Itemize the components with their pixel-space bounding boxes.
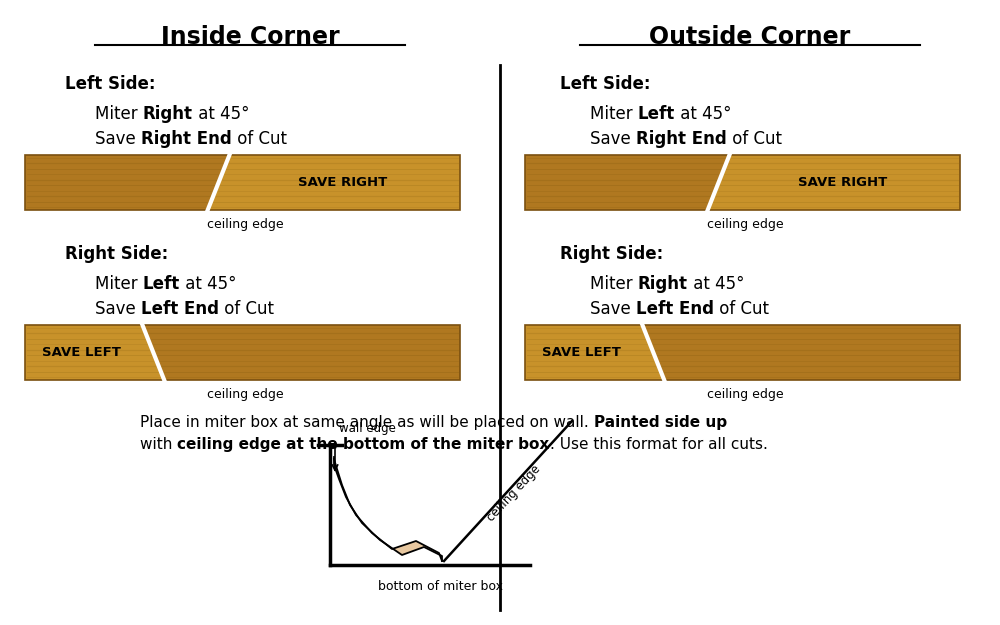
Text: Miter: Miter bbox=[95, 275, 143, 293]
Polygon shape bbox=[525, 155, 729, 210]
Text: SAVE RIGHT: SAVE RIGHT bbox=[798, 176, 887, 189]
Text: ceiling edge: ceiling edge bbox=[207, 218, 283, 231]
Text: Miter: Miter bbox=[590, 275, 638, 293]
Text: at 45°: at 45° bbox=[180, 275, 237, 293]
Polygon shape bbox=[25, 325, 164, 380]
Text: Miter: Miter bbox=[590, 105, 638, 123]
Text: Save: Save bbox=[590, 300, 636, 318]
Text: Painted side up: Painted side up bbox=[594, 415, 727, 430]
Text: Left: Left bbox=[638, 105, 675, 123]
Text: Inside Corner: Inside Corner bbox=[161, 25, 339, 49]
Text: bottom of miter box: bottom of miter box bbox=[378, 580, 503, 593]
Text: wall edge: wall edge bbox=[339, 422, 396, 435]
Text: . Use this format for all cuts.: . Use this format for all cuts. bbox=[550, 437, 767, 452]
Text: at 45°: at 45° bbox=[193, 105, 249, 123]
Text: SAVE RIGHT: SAVE RIGHT bbox=[298, 176, 387, 189]
Text: Right End: Right End bbox=[141, 130, 232, 148]
Text: Save: Save bbox=[95, 130, 141, 148]
Text: of Cut: of Cut bbox=[727, 130, 782, 148]
Text: Right: Right bbox=[638, 275, 688, 293]
Text: Miter: Miter bbox=[95, 105, 143, 123]
Text: SAVE LEFT: SAVE LEFT bbox=[42, 346, 121, 359]
Polygon shape bbox=[25, 155, 229, 210]
Text: of Cut: of Cut bbox=[232, 130, 287, 148]
Text: Place in miter box at same angle as will be placed on wall.: Place in miter box at same angle as will… bbox=[140, 415, 594, 430]
Text: Right Side:: Right Side: bbox=[560, 245, 663, 263]
Text: with: with bbox=[140, 437, 177, 452]
Text: Right: Right bbox=[143, 105, 193, 123]
Text: ceiling edge: ceiling edge bbox=[707, 218, 783, 231]
Text: Right Side:: Right Side: bbox=[65, 245, 168, 263]
Text: Left End: Left End bbox=[636, 300, 714, 318]
Text: Left End: Left End bbox=[141, 300, 219, 318]
Text: ceiling edge at the bottom of the miter box: ceiling edge at the bottom of the miter … bbox=[177, 437, 550, 452]
Text: of Cut: of Cut bbox=[714, 300, 769, 318]
Text: of Cut: of Cut bbox=[219, 300, 274, 318]
Text: Save: Save bbox=[590, 130, 636, 148]
Text: Right End: Right End bbox=[636, 130, 727, 148]
Polygon shape bbox=[334, 457, 442, 561]
Polygon shape bbox=[642, 325, 960, 380]
Polygon shape bbox=[208, 155, 460, 210]
Text: at 45°: at 45° bbox=[688, 275, 744, 293]
Text: at 45°: at 45° bbox=[675, 105, 732, 123]
Text: Left Side:: Left Side: bbox=[65, 75, 156, 93]
Polygon shape bbox=[142, 325, 460, 380]
Text: Left Side:: Left Side: bbox=[560, 75, 650, 93]
Text: ceiling edge: ceiling edge bbox=[207, 388, 283, 401]
Text: Left: Left bbox=[143, 275, 180, 293]
Polygon shape bbox=[708, 155, 960, 210]
Text: ceiling edge: ceiling edge bbox=[485, 462, 543, 524]
Text: ceiling edge: ceiling edge bbox=[707, 388, 783, 401]
Polygon shape bbox=[525, 325, 664, 380]
Text: SAVE LEFT: SAVE LEFT bbox=[542, 346, 621, 359]
Text: Outside Corner: Outside Corner bbox=[649, 25, 851, 49]
Text: Save: Save bbox=[95, 300, 141, 318]
